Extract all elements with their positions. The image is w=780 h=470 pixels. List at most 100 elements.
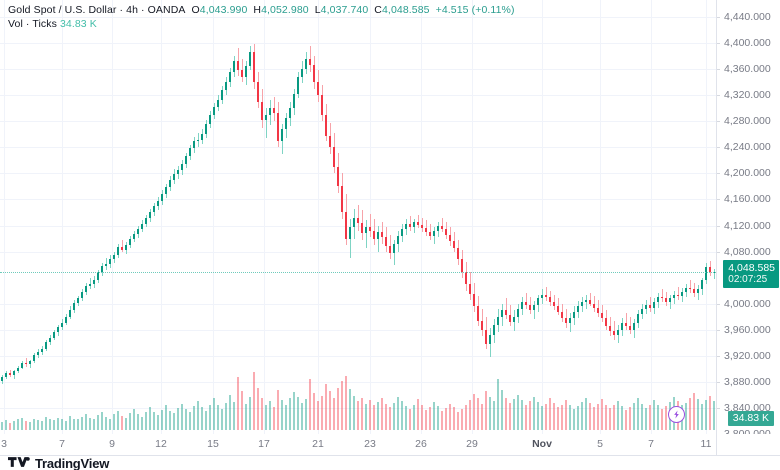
time-axis[interactable]: 3 7 9 12 15 17 21 23 26 29 Nov 5 7 11 <box>0 434 716 456</box>
candle-body <box>485 329 487 345</box>
price-axis-label: 4,400.000 <box>724 37 771 49</box>
volume-bar <box>129 413 131 430</box>
candle-body <box>597 307 599 313</box>
gridline-horizontal <box>0 43 716 44</box>
candle-body <box>49 337 51 343</box>
candle-body <box>173 174 175 180</box>
volume-bar <box>329 391 331 430</box>
candle-body <box>565 318 567 324</box>
gridline-horizontal <box>0 330 716 331</box>
gridline-horizontal <box>0 173 716 174</box>
volume-bar <box>93 419 95 430</box>
time-axis-label: 5 <box>597 438 603 450</box>
candle-wick <box>358 204 359 231</box>
volume-bar <box>313 393 315 430</box>
volume-bar <box>513 399 515 430</box>
volume-bar <box>29 422 31 430</box>
candle-body <box>689 288 691 290</box>
candle-body <box>241 70 243 77</box>
gridline-horizontal <box>0 382 716 383</box>
volume-bar <box>297 396 299 430</box>
candle-body <box>613 331 615 335</box>
price-axis-tick <box>716 304 720 305</box>
volume-bar <box>37 420 39 430</box>
candle-body <box>457 247 459 260</box>
candle-body <box>397 235 399 244</box>
tradingview-logo[interactable]: TradingView <box>8 456 109 470</box>
price-axis-tick <box>716 69 720 70</box>
gridline-vertical <box>112 0 113 434</box>
candle-wick <box>526 293 527 309</box>
volume-bar <box>101 412 103 430</box>
price-axis[interactable]: 4,440.000 4,400.000 4,360.000 4,320.000 4,28… <box>716 0 780 440</box>
volume-bar <box>305 399 307 430</box>
volume-bar <box>197 401 199 430</box>
price-axis-tick <box>716 199 720 200</box>
candle-body <box>521 302 523 309</box>
candle-body <box>1 376 3 381</box>
time-axis-label: 7 <box>59 438 65 450</box>
candle-body <box>433 230 435 236</box>
candle-body <box>365 226 367 234</box>
candle-body <box>197 139 199 142</box>
candle-body <box>449 234 451 242</box>
volume-bar <box>229 394 231 430</box>
volume-bar <box>601 399 603 430</box>
volume-bar <box>501 390 503 430</box>
volume-bar <box>561 404 563 430</box>
candle-wick <box>422 217 423 233</box>
volume-bar <box>57 417 59 430</box>
candle-body <box>577 306 579 312</box>
candle-body <box>389 246 391 253</box>
candle-body <box>369 226 371 231</box>
candle-body <box>181 163 183 171</box>
volume-study-value: 34.83 K <box>59 18 97 30</box>
candle-body <box>77 298 79 304</box>
volume-bar <box>469 400 471 430</box>
candle-body <box>381 232 383 238</box>
time-axis-label: 11 <box>700 438 712 450</box>
price-axis-label: 4,360.000 <box>724 63 771 75</box>
volume-bar <box>41 421 43 430</box>
candle-body <box>537 298 539 305</box>
candle-body <box>89 284 91 287</box>
axis-corner <box>716 434 780 456</box>
gridline-vertical <box>264 0 265 434</box>
candle-body <box>501 310 503 317</box>
candle-body <box>233 61 235 73</box>
candle-body <box>701 280 703 290</box>
candle-wick <box>378 225 379 252</box>
volume-bar <box>273 407 275 430</box>
chart-plot-area[interactable] <box>0 0 716 434</box>
volume-bar <box>189 412 191 430</box>
lightning-icon[interactable] <box>668 406 685 423</box>
legend-symbol-row[interactable]: Gold Spot / U.S. Dollar · 4h · OANDA O4,0… <box>8 4 515 16</box>
time-axis-label: 9 <box>109 438 115 450</box>
price-axis-label: 4,120.000 <box>724 220 771 232</box>
volume-bar <box>97 415 99 430</box>
candle-body <box>357 217 359 223</box>
volume-bar <box>389 407 391 430</box>
volume-bar <box>505 397 507 430</box>
candle-body <box>505 310 507 316</box>
candle-body <box>453 241 455 248</box>
price-change: +4.515 (+0.11%) <box>435 4 515 16</box>
candle-body <box>385 237 387 247</box>
legend-volume-row[interactable]: Vol · Ticks 34.83 K <box>8 18 515 30</box>
candle-body <box>345 212 347 239</box>
gridline-vertical <box>600 0 601 434</box>
candle-body <box>657 297 659 303</box>
gridline-horizontal <box>0 17 716 18</box>
volume-bar <box>417 399 419 430</box>
candle-body <box>157 200 159 206</box>
candle-body <box>581 302 583 307</box>
candle-body <box>245 65 247 77</box>
last-price-badge[interactable]: 4,048.585 02:07:25 <box>723 260 779 288</box>
candle-body <box>209 114 211 124</box>
candle-body <box>629 325 631 330</box>
volume-bar <box>521 400 523 430</box>
volume-bar <box>689 398 691 430</box>
symbol-title[interactable]: Gold Spot / U.S. Dollar · 4h · OANDA <box>8 4 186 16</box>
gridline-vertical <box>542 0 543 434</box>
time-axis-label: Nov <box>532 438 552 450</box>
